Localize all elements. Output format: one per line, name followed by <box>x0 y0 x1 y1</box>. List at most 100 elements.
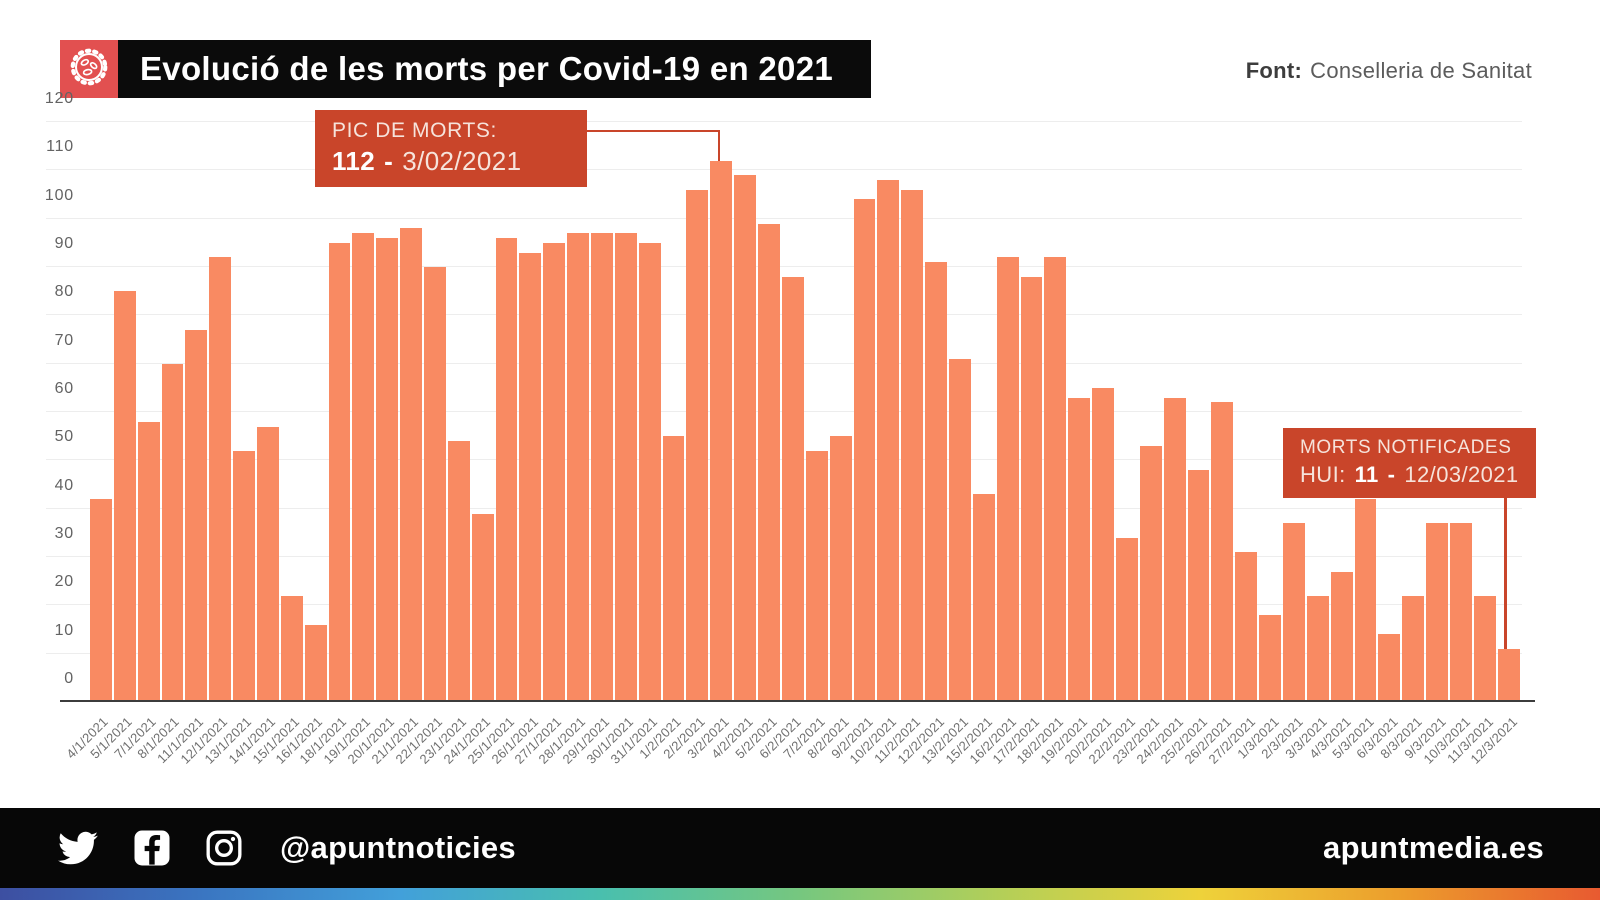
today-dash: - <box>1387 462 1396 487</box>
source-value: Conselleria de Sanitat <box>1310 58 1532 83</box>
today-value: 11 <box>1354 462 1379 487</box>
bar <box>638 242 661 702</box>
y-axis-tick-label: 40 <box>54 476 74 494</box>
y-axis-tick-label: 120 <box>44 89 74 107</box>
bar <box>447 441 470 702</box>
y-axis-tick-label: 0 <box>64 669 74 687</box>
today-date: 12/03/2021 <box>1404 462 1519 487</box>
gridline <box>46 217 1522 219</box>
peak-annotation-label: PIC DE MORTS: <box>332 119 497 142</box>
bar <box>519 252 542 702</box>
bar <box>829 436 852 702</box>
bar <box>1163 397 1186 702</box>
bar <box>352 233 375 702</box>
facebook-icon[interactable] <box>132 828 172 868</box>
page-title: Evolució de les morts per Covid-19 en 20… <box>140 50 834 87</box>
bar <box>1330 571 1353 702</box>
annotation-connector-vertical <box>718 130 721 161</box>
virus-icon-box <box>60 40 118 98</box>
plot-area: 0 10 20 30 40 50 60 70 80 90 100 110 120 4/1/2021 5/1/… <box>45 90 1535 767</box>
peak-dash: - <box>384 146 394 176</box>
bar <box>1139 445 1162 702</box>
title-bar: Evolució de les morts per Covid-19 en 20… <box>118 40 872 98</box>
bar <box>495 238 518 702</box>
bar <box>209 257 232 702</box>
bar <box>257 426 279 702</box>
rainbow-stripe <box>0 888 1600 900</box>
y-axis-tick-label: 20 <box>54 573 74 591</box>
bar <box>400 228 423 702</box>
bar <box>1426 523 1448 702</box>
bar <box>614 233 637 702</box>
x-axis-line <box>60 700 1535 702</box>
footer-bar: @apuntnoticies apuntmedia.es <box>0 808 1600 888</box>
bar <box>424 267 446 702</box>
bar <box>1378 634 1401 702</box>
y-axis-tick-label: 60 <box>54 379 74 397</box>
gridline <box>46 266 1522 267</box>
annotation-connector-vertical <box>1504 498 1508 649</box>
bar <box>758 223 780 702</box>
bar-series <box>90 122 1520 702</box>
bar <box>328 242 351 702</box>
bar <box>376 238 399 702</box>
bar <box>137 421 160 702</box>
bar <box>280 595 303 702</box>
bar <box>161 363 184 702</box>
y-axis-tick-label: 30 <box>54 524 74 542</box>
peak-date: 3/02/2021 <box>402 146 522 176</box>
bar <box>1402 595 1425 702</box>
bar <box>972 494 995 702</box>
social-handle[interactable]: @apuntnoticies <box>280 830 516 865</box>
y-axis-tick-label: 10 <box>54 621 74 639</box>
bar <box>1235 552 1258 702</box>
today-annotation-label: MORTS NOTIFICADES <box>1300 437 1512 458</box>
bar <box>853 199 876 702</box>
bar <box>710 160 733 702</box>
gridline <box>46 169 1522 171</box>
today-annotation: MORTS NOTIFICADES HUI: 11-12/03/2021 <box>1283 428 1536 498</box>
y-axis-tick-label: 110 <box>46 138 74 156</box>
source-label: Font: <box>1245 58 1303 83</box>
bar <box>1115 537 1138 702</box>
peak-annotation: PIC DE MORTS: 112-3/02/2021 <box>315 110 587 187</box>
y-axis-tick-label: 50 <box>54 428 74 446</box>
bar <box>1497 648 1520 702</box>
bar <box>1187 470 1210 702</box>
bar <box>781 276 804 702</box>
bar <box>543 242 566 702</box>
twitter-icon[interactable] <box>56 828 100 868</box>
bar <box>901 189 924 702</box>
bar <box>90 499 112 702</box>
bar <box>686 189 709 702</box>
peak-annotation-value-line: 112-3/02/2021 <box>332 146 570 177</box>
bar <box>1354 499 1377 702</box>
y-axis-tick-label: 90 <box>54 234 74 252</box>
bar <box>591 233 613 702</box>
bar <box>877 180 900 702</box>
bar <box>1282 523 1305 702</box>
bar <box>948 358 971 702</box>
bar <box>185 329 208 702</box>
bar <box>996 257 1019 702</box>
bar <box>1044 257 1067 702</box>
bar <box>233 450 256 702</box>
bar <box>1092 387 1114 702</box>
bar <box>1068 397 1091 702</box>
bar <box>1473 595 1496 702</box>
website-link[interactable]: apuntmedia.es <box>1323 830 1544 865</box>
bar <box>1306 595 1329 702</box>
virus-icon <box>63 41 115 98</box>
instagram-icon[interactable] <box>204 828 244 868</box>
bar <box>925 262 947 702</box>
bar <box>1259 615 1281 702</box>
bar <box>304 624 327 702</box>
bar <box>662 436 685 702</box>
source-note: Font: Conselleria de Sanitat <box>1246 58 1532 84</box>
peak-value: 112 <box>332 146 376 176</box>
y-axis-tick-label: 80 <box>54 283 74 301</box>
gridline <box>46 121 1522 122</box>
today-annotation-value-line: HUI: 11-12/03/2021 <box>1300 462 1519 488</box>
annotation-connector-horizontal <box>587 130 721 132</box>
